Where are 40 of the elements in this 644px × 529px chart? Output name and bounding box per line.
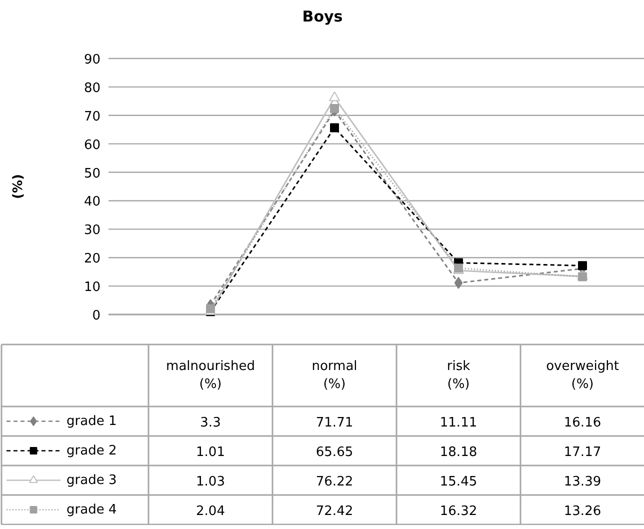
x-tick-label: normal (%) (312, 359, 358, 392)
x-tick-label: malnourished (%) (166, 359, 255, 392)
chart-title: Boys (302, 8, 343, 26)
data-label: 13.26 (564, 504, 602, 519)
data-label: 76.22 (316, 474, 354, 490)
x-tick-label: risk (%) (446, 359, 471, 392)
legend-label: grade 2 (66, 443, 117, 458)
y-tick-label: 60 (84, 138, 101, 153)
data-label: 65.65 (316, 444, 354, 460)
data-label: 71.71 (316, 415, 354, 430)
x-tick-label: overweight (%) (546, 359, 619, 392)
data-label: 72.42 (316, 504, 354, 519)
data-label: 2.04 (196, 504, 225, 519)
y-tick-label: 0 (92, 308, 101, 324)
legend-label: grade 1 (66, 414, 117, 429)
data-label: 17.17 (564, 444, 602, 460)
data-label: 16.32 (440, 504, 478, 519)
y-tick-label: 70 (84, 109, 101, 124)
data-label: 15.45 (440, 474, 478, 490)
y-tick-label: 30 (84, 223, 101, 238)
point (330, 104, 339, 114)
y-tick-label: 20 (84, 252, 101, 267)
data-label: 16.16 (564, 415, 602, 430)
y-tick-label: 50 (84, 166, 101, 182)
data-label: 3.3 (200, 415, 221, 430)
data-label: 13.39 (564, 474, 602, 490)
y-tick-label: 40 (84, 194, 101, 210)
point (578, 261, 587, 270)
point (330, 123, 339, 132)
data-label: 1.01 (196, 444, 225, 460)
point (454, 276, 463, 289)
y-tick-label: 80 (84, 80, 101, 96)
y-tick-label: 90 (84, 52, 101, 68)
data-label: 1.03 (196, 474, 225, 490)
legend-label: grade 4 (66, 502, 117, 518)
data-label: 11.11 (440, 415, 478, 430)
legend-label: grade 3 (66, 472, 117, 488)
y-axis-title: (%) (11, 174, 26, 199)
y-tick-label: 10 (84, 280, 101, 296)
data-label: 18.18 (440, 444, 478, 460)
